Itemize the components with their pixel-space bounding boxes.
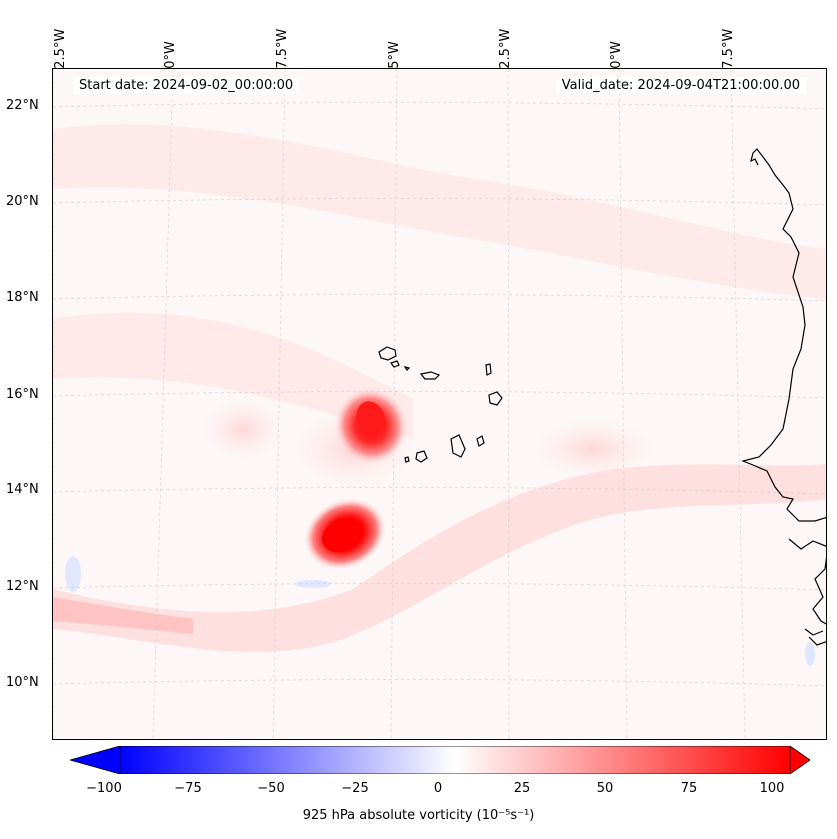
island-fogo (415, 450, 428, 463)
island-sao-vicente (390, 360, 400, 368)
coastline-south (788, 538, 826, 646)
island-maio (476, 435, 485, 447)
lat-label-18n: 18°N (6, 290, 39, 305)
meridian-17-5w (730, 69, 746, 739)
colorbar-tick: −100 (86, 781, 122, 796)
colorbar-tick: 0 (433, 781, 443, 796)
colorbar (70, 746, 810, 774)
colorbar-tick: −75 (174, 781, 202, 796)
blue-patch-west (65, 556, 81, 592)
vorticity-band-south (53, 464, 826, 652)
colorbar-tick: 75 (680, 781, 698, 796)
colorbar-tick: 25 (513, 781, 531, 796)
vortex-south-core (321, 517, 365, 553)
lat-label-10n: 10°N (6, 675, 39, 690)
african-coastline (741, 148, 826, 522)
parallel-10n (53, 679, 826, 687)
colorbar-label: 925 hPa absolute vorticity (10⁻⁵s⁻¹) (302, 808, 535, 823)
lat-label-14n: 14°N (6, 482, 39, 497)
colorbar-extend-max (789, 746, 810, 774)
parallel-20n (53, 198, 826, 206)
meridian-27-5w (272, 69, 286, 739)
colorbar-gradient (119, 746, 791, 774)
island-sal (485, 363, 492, 376)
vortex-north (334, 388, 408, 464)
vorticity-band-west (53, 597, 193, 634)
map-panel: Start date: 2024-09-02_00:00:00 Valid_da… (52, 68, 827, 740)
colorbar-extend-min (70, 746, 121, 774)
lat-label-20n: 20°N (6, 194, 39, 209)
lat-label-22n: 22°N (6, 98, 39, 113)
colorbar-tick: 50 (596, 781, 614, 796)
meridian-22-5w (507, 69, 510, 739)
vortex-north-core (356, 401, 386, 437)
pink-blob-2 (203, 399, 283, 459)
vorticity-map (53, 69, 826, 739)
colorbar-tick: 100 (759, 781, 785, 796)
meridian-30w (152, 69, 174, 739)
vorticity-band-central (53, 312, 413, 439)
parallel-16n (53, 391, 826, 399)
island-santiago (450, 434, 466, 458)
blue-patch-coast (805, 642, 815, 666)
vorticity-field-background (53, 124, 826, 666)
lat-label-16n: 16°N (6, 387, 39, 402)
meridian-20w (618, 69, 628, 739)
cape-verde-islands (378, 346, 503, 463)
island-sao-nicolau (419, 371, 441, 380)
valid-date-label: Valid_date: 2024-09-04T21:00:00.00 (555, 77, 806, 94)
parallel-12n (53, 583, 826, 591)
island-brava (404, 456, 410, 463)
start-date-label: Start date: 2024-09-02_00:00:00 (73, 77, 300, 94)
pink-blob-3 (533, 419, 653, 479)
parallel-22n (53, 102, 826, 110)
colorbar-tick: −50 (257, 781, 285, 796)
graticule (53, 69, 826, 739)
island-santo-antao (378, 346, 397, 361)
vortex-south (304, 498, 386, 570)
lat-label-12n: 12°N (6, 579, 39, 594)
island-boa-vista (488, 391, 503, 406)
vorticity-band-north (53, 124, 826, 299)
colorbar-tick: −25 (341, 781, 369, 796)
parallel-18n (53, 294, 826, 302)
parallel-14n (53, 487, 826, 495)
island-santa-luzia (403, 366, 411, 371)
